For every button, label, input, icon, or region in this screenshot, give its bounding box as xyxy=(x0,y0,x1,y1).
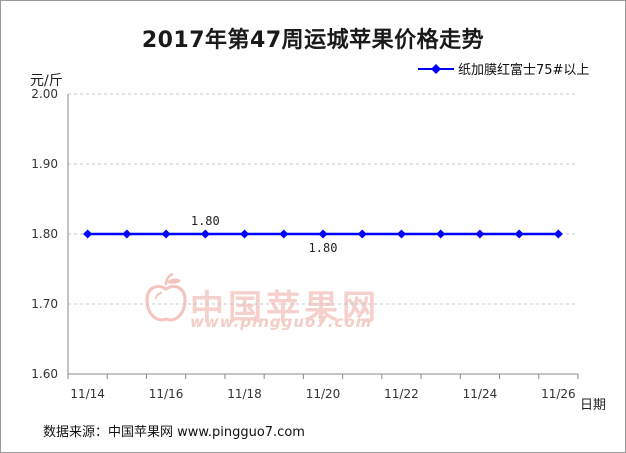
data-point xyxy=(436,229,446,239)
y-tick-label: 2.00 xyxy=(31,87,58,101)
data-point xyxy=(514,229,524,239)
data-point xyxy=(318,229,328,239)
x-tick-label: 11/18 xyxy=(227,387,262,401)
watermark-name: 中国苹果网 xyxy=(190,288,380,328)
legend-line-marker-icon xyxy=(418,63,454,74)
watermark-url: www.pingguo7.com xyxy=(190,313,373,331)
x-tick-label: 11/20 xyxy=(306,387,341,401)
data-label: 1.80 xyxy=(309,241,338,255)
data-point xyxy=(553,229,563,239)
data-point xyxy=(161,229,171,239)
data-point xyxy=(122,229,132,239)
legend: 纸加膜红富士75#以上 xyxy=(418,59,589,78)
data-label: 1.80 xyxy=(191,214,220,228)
y-tick-label: 1.70 xyxy=(31,297,58,311)
x-axis-title: 日期 xyxy=(580,398,606,413)
x-tick-label: 11/16 xyxy=(149,387,184,401)
chart-title: 2017年第47周运城苹果价格走势 xyxy=(141,28,485,53)
x-tick-label: 11/22 xyxy=(384,387,419,401)
data-point xyxy=(475,229,485,239)
data-point xyxy=(200,229,210,239)
legend-label: 纸加膜红富士75#以上 xyxy=(458,63,590,78)
x-tick-label: 11/26 xyxy=(541,387,576,401)
x-tick-label: 11/14 xyxy=(70,387,105,401)
y-tick-label: 1.90 xyxy=(31,157,58,171)
data-point xyxy=(357,229,367,239)
x-tick-label: 11/24 xyxy=(463,387,498,401)
data-point xyxy=(240,229,250,239)
watermark-apple-logo-icon xyxy=(145,272,187,329)
y-tick-label: 1.80 xyxy=(31,227,58,241)
y-axis-unit: 元/斤 xyxy=(30,73,63,89)
data-point xyxy=(83,229,93,239)
data-point xyxy=(396,229,406,239)
data-source: 数据来源：中国苹果网 www.pingguo7.com xyxy=(43,425,305,440)
y-tick-label: 1.60 xyxy=(31,367,58,381)
data-point xyxy=(279,229,289,239)
